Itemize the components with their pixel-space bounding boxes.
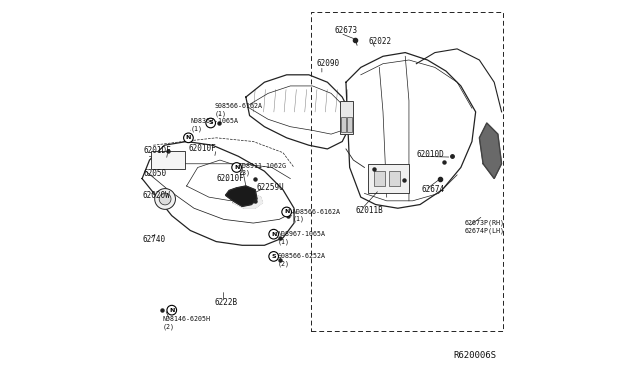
Bar (340, 101, 353, 134)
Text: N: N (234, 165, 239, 170)
Polygon shape (233, 193, 262, 208)
Bar (152, 151, 185, 169)
Text: 62010F: 62010F (216, 174, 244, 183)
Text: 62740: 62740 (142, 235, 165, 244)
Circle shape (232, 163, 241, 172)
Bar (368, 164, 409, 193)
Circle shape (206, 118, 216, 128)
Text: 62673: 62673 (335, 26, 358, 35)
Polygon shape (225, 186, 257, 206)
Text: 62020W: 62020W (142, 191, 170, 200)
Circle shape (159, 193, 171, 205)
Text: N: N (271, 232, 276, 237)
Circle shape (155, 189, 175, 209)
Text: N08911-1062G
(3): N08911-1062G (3) (239, 163, 287, 176)
Text: 62022: 62022 (368, 37, 391, 46)
Text: R620006S: R620006S (453, 351, 496, 360)
Circle shape (269, 230, 278, 239)
Text: S: S (271, 254, 276, 259)
Text: 62673P(RH)
62674P(LH): 62673P(RH) 62674P(LH) (465, 220, 504, 234)
Circle shape (167, 305, 177, 315)
Text: 62674: 62674 (422, 185, 445, 194)
Text: 62011B: 62011B (355, 206, 383, 215)
Text: N: N (284, 209, 289, 214)
Bar (374, 171, 385, 186)
Text: S: S (209, 121, 213, 125)
Text: S08566-6252A
(2): S08566-6252A (2) (277, 253, 325, 267)
Circle shape (269, 251, 278, 261)
Text: 62090: 62090 (316, 59, 339, 68)
Circle shape (184, 133, 193, 142)
Text: 62050: 62050 (144, 169, 167, 177)
Bar (348, 118, 352, 132)
Text: 62259U: 62259U (257, 183, 285, 192)
Text: 6201DF: 6201DF (144, 146, 172, 155)
Circle shape (282, 207, 291, 217)
Text: N: N (169, 308, 175, 312)
Text: N: N (186, 135, 191, 140)
Polygon shape (479, 123, 502, 179)
Text: N08367-1065A
(1): N08367-1065A (1) (190, 118, 238, 132)
Text: 62010F: 62010F (188, 144, 216, 153)
Bar (342, 118, 346, 132)
Text: S08566-6162A
(1): S08566-6162A (1) (214, 103, 262, 117)
Text: N08146-6205H
(2): N08146-6205H (2) (163, 316, 211, 330)
Text: 62010D: 62010D (417, 150, 444, 159)
Text: 6222B: 6222B (214, 298, 237, 307)
Text: N08967-1065A
(1): N08967-1065A (1) (277, 231, 325, 245)
Text: N08566-6162A
(1): N08566-6162A (1) (292, 209, 340, 222)
Bar (388, 171, 400, 186)
